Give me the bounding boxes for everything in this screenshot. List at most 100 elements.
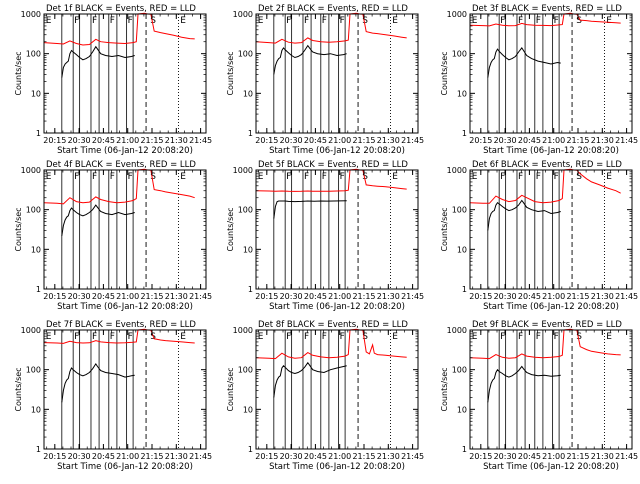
panel-title: Det 6f BLACK = Events, RED = LLD xyxy=(472,160,622,170)
y-axis-label: Counts/sec xyxy=(14,367,23,411)
y-tick-label: 1000 xyxy=(21,326,41,335)
x-tick-label: 21:00 xyxy=(116,452,139,461)
y-tick-label: 100 xyxy=(26,206,41,215)
marker-label: F xyxy=(92,172,97,182)
x-axis-label: Start Time (06-Jan-12 20:08:20) xyxy=(57,302,193,312)
marker-label: F xyxy=(286,16,291,26)
x-tick-label: 21:45 xyxy=(615,452,638,461)
x-tick-label: 20:15 xyxy=(469,452,492,461)
y-tick-label: 1 xyxy=(36,285,41,294)
y-tick-label: 100 xyxy=(452,50,467,59)
y-tick-label: 1 xyxy=(248,129,253,138)
x-tick-label: 21:45 xyxy=(615,136,638,145)
x-tick-label: 20:30 xyxy=(68,452,91,461)
y-tick-label: 1 xyxy=(36,445,41,454)
panel-title: Det 1f BLACK = Events, RED = LLD xyxy=(46,4,196,14)
marker-label: F xyxy=(128,16,133,26)
marker-label: F xyxy=(322,332,327,342)
y-tick-label: 10 xyxy=(457,89,467,98)
y-axis-label: Counts/sec xyxy=(440,367,449,411)
x-tick-label: 20:30 xyxy=(68,292,91,301)
x-axis-label: Start Time (06-Jan-12 20:08:20) xyxy=(57,146,193,156)
y-tick-label: 10 xyxy=(243,405,253,414)
x-tick-label: 21:30 xyxy=(377,292,400,301)
marker-label: F xyxy=(554,172,559,182)
x-tick-label: 20:15 xyxy=(43,292,66,301)
x-tick-label: 21:30 xyxy=(591,292,614,301)
y-tick-label: 100 xyxy=(238,50,253,59)
x-tick-label: 21:15 xyxy=(140,136,163,145)
marker-label: S xyxy=(576,332,582,342)
marker-label: E xyxy=(392,16,398,26)
marker-label: F xyxy=(286,172,291,182)
events-series-line xyxy=(487,47,561,78)
x-tick-label: 21:30 xyxy=(377,452,400,461)
y-tick-label: 100 xyxy=(238,366,253,375)
events-series-line xyxy=(487,199,561,231)
lld-series-line xyxy=(43,12,195,46)
x-tick-label: 21:15 xyxy=(352,452,375,461)
x-tick-label: 21:45 xyxy=(401,136,424,145)
x-tick-label: 20:15 xyxy=(43,452,66,461)
y-tick-label: 10 xyxy=(31,405,41,414)
panel-title: Det 3f BLACK = Events, RED = LLD xyxy=(472,4,622,14)
y-tick-label: 1 xyxy=(462,129,467,138)
lld-series-line xyxy=(255,168,407,192)
y-tick-label: 1000 xyxy=(233,10,253,19)
marker-label: F xyxy=(304,16,309,26)
marker-label: F xyxy=(554,332,559,342)
x-axis-label: Start Time (06-Jan-12 20:08:20) xyxy=(57,462,193,472)
x-tick-label: 21:00 xyxy=(542,292,565,301)
x-tick-label: 20:15 xyxy=(255,452,278,461)
x-tick-label: 21:15 xyxy=(140,452,163,461)
y-tick-label: 10 xyxy=(243,245,253,254)
x-tick-label: 20:15 xyxy=(43,136,66,145)
x-tick-label: 21:30 xyxy=(165,292,188,301)
events-series-line xyxy=(487,365,561,403)
y-tick-label: 100 xyxy=(26,366,41,375)
x-axis-label: Start Time (06-Jan-12 20:08:20) xyxy=(483,302,619,312)
marker-label: E xyxy=(180,332,186,342)
panel-title: Det 9f BLACK = Events, RED = LLD xyxy=(472,320,622,330)
x-tick-label: 21:30 xyxy=(377,136,400,145)
x-tick-label: 21:45 xyxy=(189,292,212,301)
x-tick-label: 21:45 xyxy=(189,452,212,461)
x-tick-label: 20:15 xyxy=(255,292,278,301)
marker-label: F xyxy=(110,172,115,182)
y-axis-label: Counts/sec xyxy=(14,207,23,251)
marker-label: F xyxy=(92,332,97,342)
x-tick-label: 20:45 xyxy=(92,452,115,461)
x-tick-label: 21:45 xyxy=(615,292,638,301)
y-tick-label: 100 xyxy=(238,206,253,215)
x-tick-label: 21:00 xyxy=(328,292,351,301)
y-tick-label: 1 xyxy=(36,129,41,138)
x-axis-label: Start Time (06-Jan-12 20:08:20) xyxy=(483,462,619,472)
marker-label: F xyxy=(518,172,523,182)
x-tick-label: 20:30 xyxy=(280,292,303,301)
marker-label: F xyxy=(518,16,523,26)
y-tick-label: 1000 xyxy=(233,166,253,175)
x-tick-label: 20:45 xyxy=(304,452,327,461)
y-tick-label: 1000 xyxy=(233,326,253,335)
x-tick-label: 21:15 xyxy=(352,292,375,301)
plot-frame xyxy=(255,13,419,134)
plot-frame xyxy=(469,329,633,450)
plot-frame xyxy=(43,169,207,290)
marker-label: F xyxy=(128,332,133,342)
marker-label: E xyxy=(606,16,612,26)
x-tick-label: 20:45 xyxy=(304,136,327,145)
marker-label: E xyxy=(46,332,52,342)
marker-label: F xyxy=(554,16,559,26)
lld-series-line xyxy=(469,328,621,360)
plot-frame xyxy=(255,329,419,450)
marker-label: S xyxy=(150,16,156,26)
marker-label: E xyxy=(180,172,186,182)
panel-title: Det 5f BLACK = Events, RED = LLD xyxy=(258,160,408,170)
y-tick-label: 1000 xyxy=(447,10,467,19)
y-tick-label: 1000 xyxy=(447,166,467,175)
panel-title: Det 2f BLACK = Events, RED = LLD xyxy=(258,4,408,14)
x-tick-label: 20:30 xyxy=(280,452,303,461)
x-tick-label: 20:30 xyxy=(494,292,517,301)
